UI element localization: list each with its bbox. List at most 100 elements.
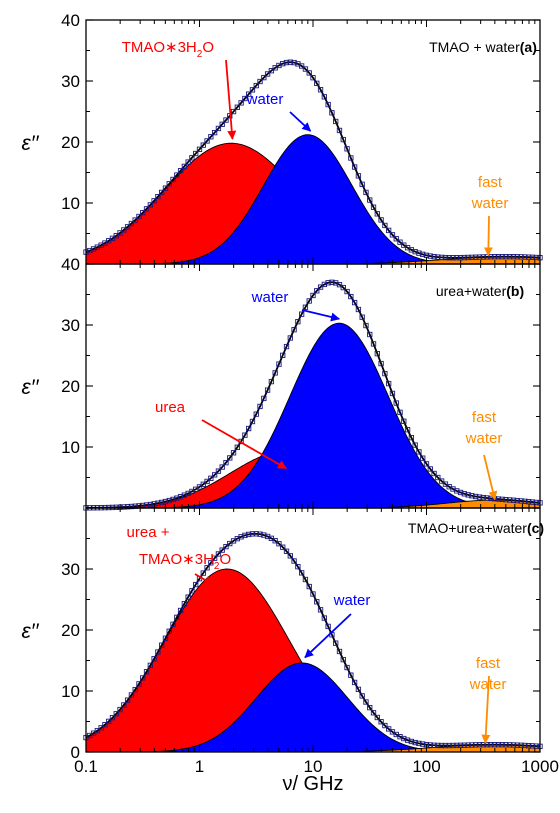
data-point bbox=[238, 100, 244, 106]
data-point bbox=[507, 254, 513, 260]
data-point bbox=[344, 146, 350, 152]
data-point bbox=[174, 614, 180, 621]
data-point bbox=[249, 418, 256, 425]
data-point bbox=[454, 488, 460, 494]
x-tick-label: 10 bbox=[304, 757, 323, 776]
annotation-text: O bbox=[219, 551, 231, 568]
panel-title: TMAO + water(a) bbox=[429, 39, 537, 55]
data-point bbox=[491, 742, 498, 748]
data-point bbox=[295, 564, 301, 570]
annotation-text: TMAO∗3H bbox=[122, 39, 197, 56]
data-point bbox=[370, 710, 377, 716]
data-point bbox=[268, 68, 275, 74]
data-point bbox=[457, 255, 464, 261]
data-point bbox=[246, 91, 252, 97]
data-point bbox=[431, 742, 437, 748]
data-point bbox=[132, 217, 138, 223]
y-axis-label: ε′′ bbox=[21, 620, 39, 643]
data-point bbox=[340, 136, 346, 143]
data-point bbox=[351, 164, 358, 170]
data-point bbox=[223, 117, 229, 123]
data-point bbox=[367, 704, 373, 711]
data-point bbox=[280, 352, 286, 358]
data-point bbox=[106, 718, 112, 725]
data-point bbox=[438, 742, 445, 749]
data-point bbox=[510, 254, 517, 260]
data-point bbox=[238, 534, 244, 540]
data-point bbox=[162, 185, 169, 191]
total-fit-curve bbox=[86, 281, 540, 508]
panel-3: TMAO+urea+water(c)urea +TMAO∗3H2Owaterfa… bbox=[83, 507, 544, 753]
data-point bbox=[336, 282, 343, 288]
data-point bbox=[189, 588, 195, 594]
data-point bbox=[159, 189, 165, 196]
data-point bbox=[397, 239, 403, 245]
data-point bbox=[382, 222, 388, 229]
data-point bbox=[162, 498, 169, 505]
y-axis-label: ε′′ bbox=[21, 376, 39, 399]
annotation-label: urea + bbox=[127, 524, 170, 541]
y-tick-label: 20 bbox=[61, 133, 80, 152]
data-point bbox=[351, 679, 358, 686]
data-point bbox=[529, 499, 536, 505]
data-point bbox=[280, 544, 286, 550]
data-point bbox=[242, 532, 248, 539]
data-point bbox=[355, 686, 362, 693]
data-point bbox=[533, 743, 539, 749]
data-point bbox=[261, 532, 267, 538]
data-point bbox=[499, 253, 505, 260]
data-point bbox=[374, 714, 380, 721]
data-point bbox=[211, 129, 218, 136]
data-point bbox=[242, 95, 248, 102]
data-point bbox=[465, 254, 471, 261]
data-point bbox=[476, 494, 483, 500]
y-tick-label: 0 bbox=[71, 743, 80, 762]
data-point bbox=[416, 250, 422, 256]
data-point bbox=[306, 298, 312, 304]
data-point bbox=[427, 466, 433, 472]
annotation-arrow bbox=[481, 675, 491, 744]
data-point bbox=[427, 742, 433, 748]
data-point bbox=[404, 737, 411, 743]
data-point bbox=[166, 497, 172, 504]
data-point bbox=[359, 181, 365, 187]
data-point bbox=[306, 70, 312, 76]
data-point bbox=[389, 390, 396, 397]
data-point bbox=[378, 217, 384, 223]
data-point bbox=[223, 460, 229, 466]
data-point bbox=[174, 495, 180, 501]
y-tick-label: 10 bbox=[61, 682, 80, 701]
data-point bbox=[253, 531, 259, 537]
data-point bbox=[321, 281, 327, 288]
data-point bbox=[416, 449, 422, 455]
data-point bbox=[174, 172, 180, 178]
data-point bbox=[208, 134, 214, 140]
data-point bbox=[310, 292, 316, 299]
data-point bbox=[272, 538, 278, 544]
data-point bbox=[476, 254, 483, 260]
data-point bbox=[522, 498, 528, 504]
data-point bbox=[533, 254, 539, 261]
data-point bbox=[170, 176, 176, 183]
y-tick-label: 30 bbox=[61, 72, 80, 91]
total-fit-curve bbox=[86, 532, 540, 748]
data-point bbox=[166, 628, 172, 634]
data-point bbox=[503, 497, 509, 503]
data-point bbox=[170, 496, 176, 503]
data-point bbox=[283, 548, 290, 554]
data-point bbox=[518, 498, 524, 504]
annotation-text: fast bbox=[478, 174, 503, 191]
data-point bbox=[200, 570, 206, 576]
data-point bbox=[454, 255, 460, 261]
data-point bbox=[476, 742, 483, 748]
data-point bbox=[264, 387, 271, 393]
data-point bbox=[196, 146, 203, 152]
data-point bbox=[113, 711, 119, 717]
data-point bbox=[291, 59, 297, 66]
data-point bbox=[200, 481, 206, 487]
panel-label: (c) bbox=[527, 520, 544, 536]
data-point bbox=[215, 125, 222, 132]
data-point bbox=[363, 189, 369, 196]
annotation-text: water bbox=[469, 676, 507, 693]
